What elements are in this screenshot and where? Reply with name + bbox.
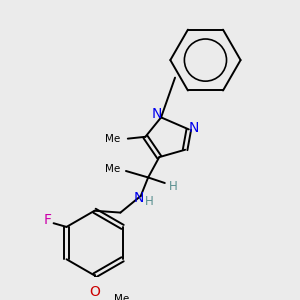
Text: H: H bbox=[145, 195, 154, 208]
Text: F: F bbox=[44, 213, 52, 227]
Text: H: H bbox=[169, 180, 177, 193]
Text: Me: Me bbox=[105, 134, 120, 144]
Text: N: N bbox=[151, 107, 162, 121]
Text: N: N bbox=[134, 191, 144, 205]
Text: Me: Me bbox=[114, 293, 129, 300]
Text: N: N bbox=[188, 121, 199, 135]
Text: Me: Me bbox=[105, 164, 120, 174]
Text: O: O bbox=[89, 285, 100, 299]
